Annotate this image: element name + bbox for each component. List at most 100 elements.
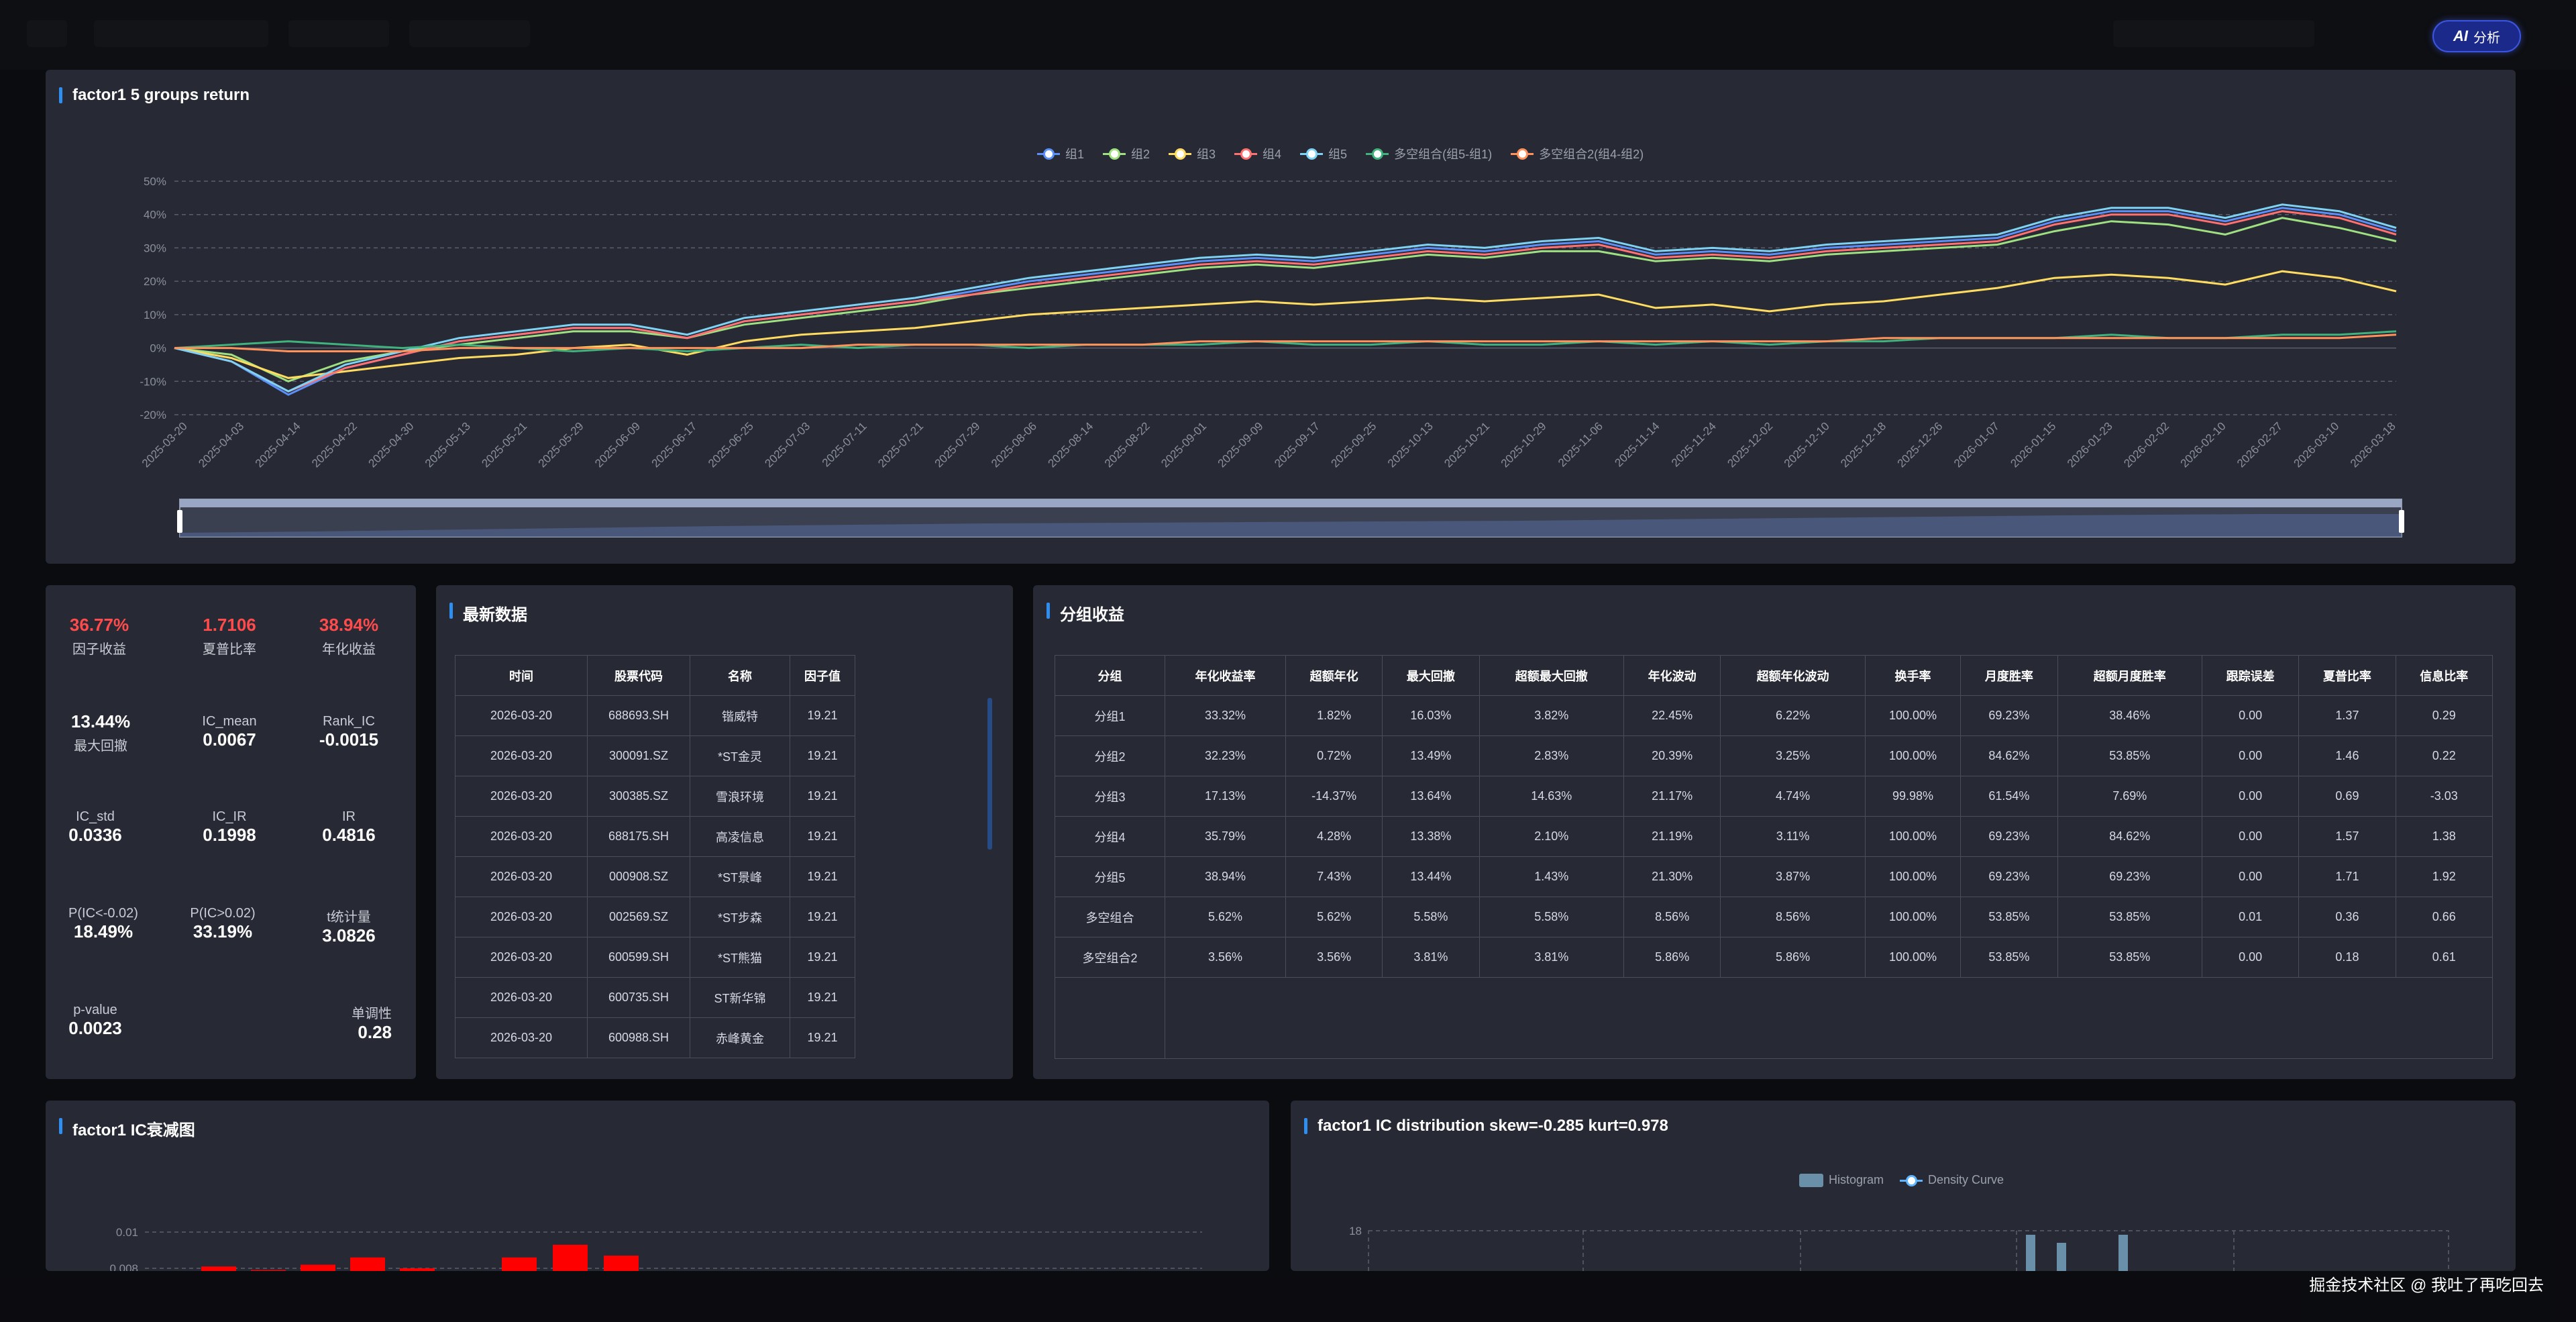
table-header-cell[interactable]: 时间 <box>455 655 588 696</box>
table-cell: 19.21 <box>790 937 855 978</box>
stat-label: Rank_IC <box>323 714 375 729</box>
datazoom-slider[interactable] <box>177 499 2404 538</box>
datazoom-handle-left[interactable] <box>177 510 182 533</box>
legend-label: Density Curve <box>1928 1173 2004 1186</box>
group-returns-table: 分组 年化收益率 超额年化 最大回撤 超额最大回撤 年化波动 超额年化波动 换手率 月度胜率 超额… <box>1054 655 2493 1059</box>
latest-data-table: 时间 股票代码 名称 因子值 2026-03-20 688693.SH 锴威特 19.21 2… <box>455 655 993 1058</box>
table-cell: 600988.SH <box>587 1017 690 1058</box>
table-row[interactable]: 2026-03-20 600735.SH ST新华锦 19.21 <box>455 977 993 1018</box>
table-cell: 32.23% <box>1165 735 1286 776</box>
table-header-cell[interactable]: 超额年化波动 <box>1720 655 1866 696</box>
stat-label: IC_mean <box>202 714 257 729</box>
table-row[interactable]: 分组1 33.32% 1.82% 16.03% 3.82% 22.45% 6.22% 100.… <box>1054 695 2493 736</box>
table-cell <box>2396 977 2493 1059</box>
x-tick-label: 2026-02-10 <box>2178 419 2229 470</box>
legend-marker-icon <box>1234 148 1258 160</box>
table-row[interactable]: 2026-03-20 002569.SZ *ST步森 19.21 <box>455 897 993 937</box>
stats-panel: 36.77% 因子收益 1.7106 夏普比率 38.94% 年化收益 13.4… <box>46 585 416 1079</box>
legend-marker-icon <box>1037 148 1060 160</box>
table-header-cell[interactable]: 超额月度胜率 <box>2057 655 2203 696</box>
table-row[interactable]: 2026-03-20 300091.SZ *ST金灵 19.21 <box>455 735 993 776</box>
legend-marker-icon <box>1511 148 1534 160</box>
background-search <box>2113 20 2314 47</box>
table-row[interactable]: 2026-03-20 688693.SH 锴威特 19.21 <box>455 695 993 736</box>
stat-label: p-value <box>73 1003 117 1017</box>
stat-p-ic-pos: P(IC>0.02) 33.19% <box>162 903 283 942</box>
table-filler-cell <box>855 1018 993 1058</box>
returns-legend: 组1 组2 组3 组4 组5 多空组合(组5-组1) 多空组合2(组4-组2) <box>1037 145 1644 162</box>
legend-item[interactable]: 组4 <box>1234 145 1281 162</box>
histogram-bar <box>2057 1243 2066 1271</box>
legend-item[interactable]: 组3 <box>1169 145 1216 162</box>
stat-value: 33.19% <box>193 921 253 942</box>
table-row[interactable]: 分组4 35.79% 4.28% 13.38% 2.10% 21.19% 3.11% 100.… <box>1054 816 2493 857</box>
table-cell: 6.22% <box>1720 695 1866 736</box>
ic-distribution-legend: Histogram Density Curve <box>1799 1173 2004 1187</box>
table-cell: 4.28% <box>1285 816 1383 857</box>
legend-item[interactable]: 组2 <box>1103 145 1150 162</box>
table-cell: 1.43% <box>1479 856 1625 897</box>
legend-label: 组5 <box>1328 148 1348 161</box>
stat-t-stat: t统计量 3.0826 <box>288 903 409 946</box>
histogram-bar <box>2118 1235 2128 1271</box>
table-header-cell[interactable]: 超额最大回撤 <box>1479 655 1625 696</box>
x-tick-label: 2025-10-13 <box>1385 419 1436 470</box>
table-header-cell[interactable]: 月度胜率 <box>1960 655 2058 696</box>
legend-item[interactable]: 组5 <box>1300 145 1347 162</box>
stat-value: 0.28 <box>358 1022 392 1042</box>
histogram-bar <box>2026 1235 2035 1271</box>
table-row[interactable]: 分组5 38.94% 7.43% 13.44% 1.43% 21.30% 3.87% 100.… <box>1054 856 2493 897</box>
stat-value: 0.4816 <box>322 825 376 845</box>
table-header-cell[interactable]: 超额年化 <box>1285 655 1383 696</box>
table-header-cell[interactable]: 换手率 <box>1864 655 1962 696</box>
returns-chart: 50%40%30%20%10%0%-10%-20% 2025-03-20 2025… <box>140 175 2404 538</box>
table-header-filler <box>855 656 993 696</box>
table-cell: 锴威特 <box>690 695 790 736</box>
table-header-cell[interactable]: 信息比率 <box>2395 655 2493 696</box>
table-cell: 7.69% <box>2057 776 2203 817</box>
legend-item[interactable]: 多空组合2(组4-组2) <box>1511 145 1644 162</box>
table-row[interactable]: 2026-03-20 000908.SZ *ST景峰 19.21 <box>455 856 993 897</box>
latest-scrollbar[interactable] <box>987 698 992 850</box>
legend-label: 组1 <box>1065 148 1085 161</box>
table-row[interactable]: 2026-03-20 300385.SZ 雪浪环境 19.21 <box>455 776 993 817</box>
table-cell: 0.00 <box>2201 776 2300 817</box>
table-cell: 61.54% <box>1960 776 2058 817</box>
table-row[interactable]: 多空组合2 3.56% 3.56% 3.81% 3.81% 5.86% 5.86% 100.0… <box>1054 937 2493 978</box>
table-cell: 2026-03-20 <box>455 816 588 857</box>
table-cell: 3.87% <box>1720 856 1866 897</box>
table-header-cell[interactable]: 因子值 <box>790 655 855 696</box>
table-row[interactable]: 分组3 17.13% -14.37% 13.64% 14.63% 21.17% 4.74% 9… <box>1054 776 2493 817</box>
table-header-cell[interactable]: 夏普比率 <box>2298 655 2396 696</box>
legend-item[interactable]: 多空组合(组5-组1) <box>1366 145 1492 162</box>
datazoom-handle-right[interactable] <box>2399 510 2404 533</box>
table-header-cell[interactable]: 股票代码 <box>587 655 690 696</box>
table-row[interactable]: 2026-03-20 600599.SH *ST熊猫 19.21 <box>455 937 993 978</box>
ai-analyze-button[interactable]: AI 分析 <box>2432 20 2521 52</box>
table-row[interactable]: 2026-03-20 688175.SH 高凌信息 19.21 <box>455 816 993 857</box>
table-header-cell[interactable]: 跟踪误差 <box>2201 655 2300 696</box>
stat-value: 1.7106 <box>203 615 256 635</box>
table-header-cell[interactable]: 最大回撤 <box>1382 655 1480 696</box>
legend-item[interactable]: 组1 <box>1037 145 1084 162</box>
table-cell: 38.94% <box>1165 856 1286 897</box>
y-tick-label: 0.008 <box>109 1262 138 1271</box>
stat-ic-std: IC_std 0.0336 <box>46 807 156 846</box>
table-cell: 13.44% <box>1382 856 1480 897</box>
table-header-cell[interactable]: 年化波动 <box>1623 655 1721 696</box>
table-row[interactable]: 多空组合 5.62% 5.62% 5.58% 5.58% 8.56% 8.56% 100.00… <box>1054 897 2493 937</box>
table-header-cell[interactable]: 分组 <box>1054 655 1166 696</box>
table-row[interactable]: 分组2 32.23% 0.72% 13.49% 2.83% 20.39% 3.25% 100.… <box>1054 735 2493 776</box>
y-tick-label: 30% <box>144 242 166 254</box>
x-tick-label: 2025-11-14 <box>1612 419 1662 469</box>
table-cell: 688693.SH <box>587 695 690 736</box>
table-cell: 17.13% <box>1165 776 1286 817</box>
table-cell: 分组2 <box>1054 735 1166 776</box>
table-header-cell[interactable]: 年化收益率 <box>1165 655 1286 696</box>
table-row[interactable]: 2026-03-20 600988.SH 赤峰黄金 19.21 <box>455 1017 993 1058</box>
stat-value: 0.0067 <box>203 729 256 750</box>
table-header-cell[interactable]: 名称 <box>690 655 790 696</box>
table-cell <box>2298 977 2396 1059</box>
table-cell: 2026-03-20 <box>455 695 588 736</box>
table-empty-row <box>1054 977 2493 1059</box>
